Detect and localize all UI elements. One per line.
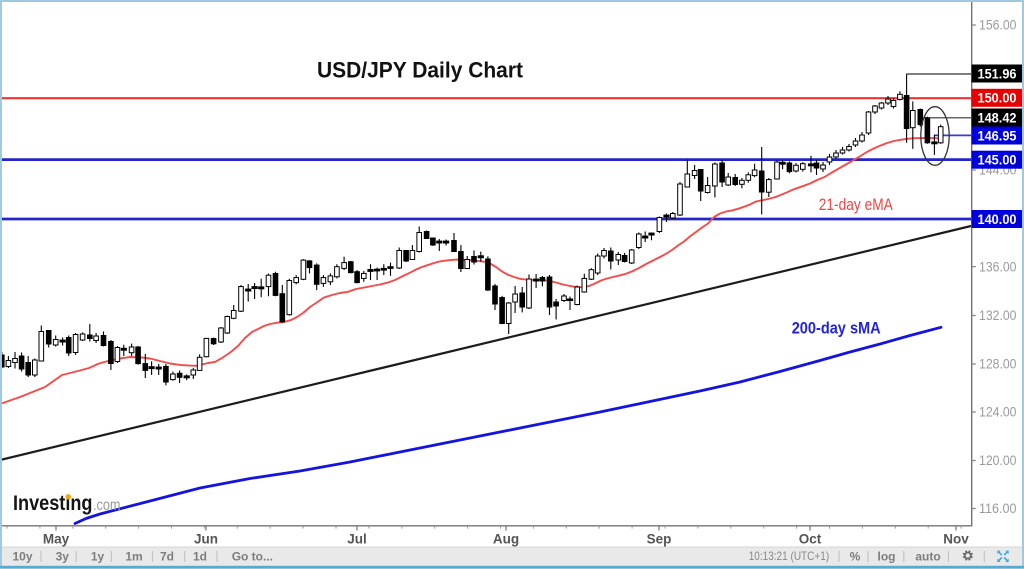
svg-text:Investing: Investing bbox=[13, 491, 93, 515]
svg-text:1y: 1y bbox=[91, 550, 105, 564]
svg-text:7d: 7d bbox=[160, 550, 174, 564]
svg-text:156.00: 156.00 bbox=[979, 18, 1017, 33]
svg-text:log: log bbox=[878, 550, 896, 564]
svg-text:145.00: 145.00 bbox=[978, 153, 1017, 168]
svg-text:Aug: Aug bbox=[493, 532, 519, 547]
svg-text:120.00: 120.00 bbox=[979, 453, 1017, 468]
svg-text:124.00: 124.00 bbox=[979, 405, 1017, 420]
svg-text:200-day sMA: 200-day sMA bbox=[792, 319, 881, 338]
svg-text:10:13:21 (UTC+1): 10:13:21 (UTC+1) bbox=[749, 549, 830, 563]
svg-text:Oct: Oct bbox=[799, 532, 822, 547]
svg-text:146.95: 146.95 bbox=[978, 128, 1017, 143]
svg-text:10y: 10y bbox=[12, 550, 32, 564]
svg-text:3y: 3y bbox=[56, 550, 70, 564]
svg-text:136.00: 136.00 bbox=[979, 259, 1017, 274]
svg-text:21-day eMA: 21-day eMA bbox=[819, 195, 894, 214]
svg-text:128.00: 128.00 bbox=[979, 357, 1017, 372]
svg-text:1d: 1d bbox=[193, 550, 207, 564]
svg-text:132.00: 132.00 bbox=[979, 308, 1017, 323]
svg-text:Sep: Sep bbox=[647, 532, 672, 547]
svg-text:%: % bbox=[850, 550, 861, 564]
svg-text:Jul: Jul bbox=[347, 532, 367, 547]
svg-text:.com: .com bbox=[93, 497, 121, 514]
svg-text:Jun: Jun bbox=[194, 532, 218, 547]
svg-text:auto: auto bbox=[915, 550, 940, 564]
svg-text:1m: 1m bbox=[125, 550, 142, 564]
svg-text:May: May bbox=[43, 532, 70, 547]
svg-text:116.00: 116.00 bbox=[979, 501, 1017, 516]
svg-text:151.96: 151.96 bbox=[978, 66, 1017, 81]
svg-text:150.00: 150.00 bbox=[978, 91, 1017, 106]
svg-text:140.00: 140.00 bbox=[978, 212, 1017, 227]
svg-text:Nov: Nov bbox=[943, 532, 969, 547]
svg-text:USD/JPY Daily Chart: USD/JPY Daily Chart bbox=[317, 58, 524, 83]
svg-text:Go to...: Go to... bbox=[232, 550, 273, 564]
svg-text:148.42: 148.42 bbox=[978, 110, 1017, 125]
